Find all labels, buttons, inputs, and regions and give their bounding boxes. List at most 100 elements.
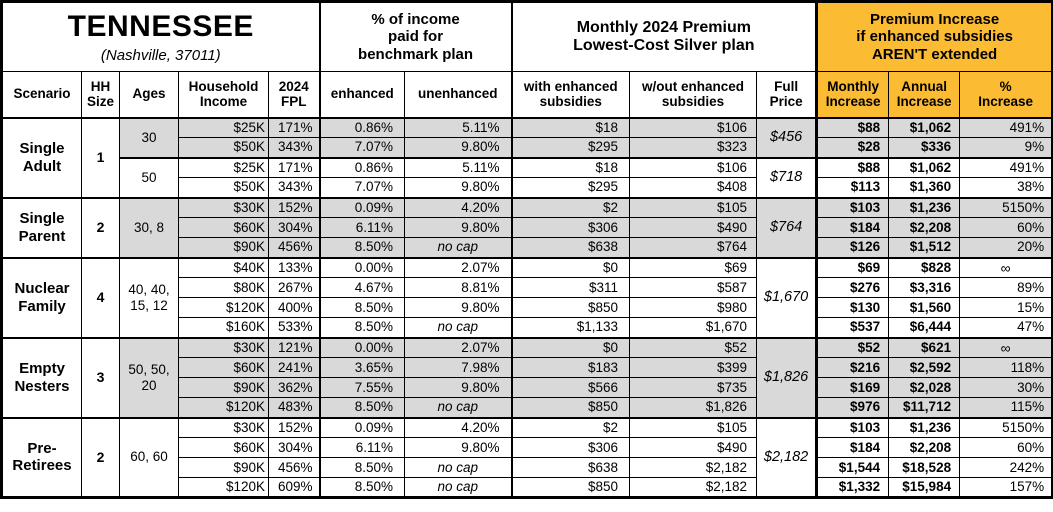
full-price-cell: $1,670 <box>756 256 818 338</box>
unenhanced-pct-cell: no cap <box>404 457 513 478</box>
premium-with-subsidies-cell: $566 <box>510 377 631 398</box>
monthly-increase-cell: $1,332 <box>815 477 890 498</box>
scenario-cell: Single Adult <box>1 116 82 198</box>
pct-increase-cell: 38% <box>959 177 1053 198</box>
premium-without-subsidies-cell: $105 <box>629 196 758 218</box>
monthly-increase-cell: $184 <box>815 217 890 238</box>
hh-size-cell: 4 <box>81 256 120 338</box>
col-header-ages: Ages <box>119 71 179 118</box>
pct-increase-cell: 242% <box>959 457 1053 478</box>
premium-without-subsidies-cell: $980 <box>629 297 758 318</box>
premium-without-subsidies-cell: $1,826 <box>629 397 758 418</box>
pct-increase-cell: 20% <box>959 237 1053 258</box>
unenhanced-pct-cell: 7.98% <box>404 357 513 378</box>
premium-without-subsidies-cell: $2,182 <box>629 457 758 478</box>
premium-without-subsidies-cell: $323 <box>629 137 758 158</box>
unenhanced-pct-cell: 9.80% <box>404 217 513 238</box>
col-header-income: Household Income <box>178 71 269 118</box>
income-cell: $40K <box>178 256 269 278</box>
annual-increase-cell: $11,712 <box>888 397 961 418</box>
fpl-cell: 152% <box>267 416 321 438</box>
premium-with-subsidies-cell: $18 <box>510 156 631 178</box>
monthly-increase-cell: $537 <box>815 317 890 338</box>
fpl-cell: 241% <box>267 357 321 378</box>
scenario-cell: Pre-Retirees <box>1 416 82 498</box>
premium-table: TENNESSEE (Nashville, 37011) % of income… <box>0 0 1053 499</box>
premium-with-subsidies-cell: $638 <box>510 457 631 478</box>
unenhanced-pct-cell: 9.80% <box>404 437 513 458</box>
income-cell: $120K <box>178 397 269 418</box>
income-cell: $60K <box>178 437 269 458</box>
monthly-increase-cell: $52 <box>815 336 890 358</box>
income-cell: $90K <box>178 457 269 478</box>
enhanced-pct-cell: 6.11% <box>318 437 406 458</box>
col-header-pct-increase: % Increase <box>959 71 1053 118</box>
col-header-scenario: Scenario <box>1 71 82 118</box>
scenario-cell: Nuclear Family <box>1 256 82 338</box>
fpl-cell: 304% <box>267 217 321 238</box>
enhanced-pct-cell: 8.50% <box>318 317 406 338</box>
pct-increase-cell: 9% <box>959 137 1053 158</box>
unenhanced-pct-cell: no cap <box>404 237 513 258</box>
pct-increase-cell: 115% <box>959 397 1053 418</box>
full-price-cell: $1,826 <box>756 336 818 418</box>
unenhanced-pct-cell: 8.81% <box>404 277 513 298</box>
pct-increase-cell: 157% <box>959 477 1053 498</box>
fpl-cell: 456% <box>267 237 321 258</box>
location-subtitle: (Nashville, 37011) <box>100 46 221 64</box>
enhanced-pct-cell: 0.86% <box>318 156 406 178</box>
premium-with-subsidies-cell: $850 <box>510 477 631 498</box>
premium-without-subsidies-cell: $1,670 <box>629 317 758 338</box>
premium-without-subsidies-cell: $52 <box>629 336 758 358</box>
premium-without-subsidies-cell: $408 <box>629 177 758 198</box>
income-cell: $25K <box>178 116 269 138</box>
monthly-increase-cell: $1,544 <box>815 457 890 478</box>
annual-increase-cell: $18,528 <box>888 457 961 478</box>
full-price-cell: $2,182 <box>756 416 818 498</box>
fpl-cell: 400% <box>267 297 321 318</box>
monthly-increase-cell: $113 <box>815 177 890 198</box>
income-cell: $120K <box>178 477 269 498</box>
pct-increase-cell: 47% <box>959 317 1053 338</box>
fpl-cell: 456% <box>267 457 321 478</box>
scenario-cell: Empty Nesters <box>1 336 82 418</box>
col-header-full-price: Full Price <box>756 71 818 118</box>
monthly-increase-cell: $276 <box>815 277 890 298</box>
fpl-cell: 171% <box>267 116 321 138</box>
monthly-increase-cell: $126 <box>815 237 890 258</box>
fpl-cell: 483% <box>267 397 321 418</box>
fpl-cell: 152% <box>267 196 321 218</box>
fpl-cell: 171% <box>267 156 321 178</box>
unenhanced-pct-cell: 5.11% <box>404 116 513 138</box>
premium-without-subsidies-cell: $106 <box>629 156 758 178</box>
premium-without-subsidies-cell: $105 <box>629 416 758 438</box>
ages-cell: 40, 40, 15, 12 <box>119 256 179 338</box>
state-title: TENNESSEE <box>67 10 254 44</box>
pct-increase-cell: 491% <box>959 116 1053 138</box>
pct-increase-cell: 15% <box>959 297 1053 318</box>
income-cell: $50K <box>178 137 269 158</box>
annual-increase-cell: $1,236 <box>888 416 961 438</box>
annual-increase-cell: $2,592 <box>888 357 961 378</box>
hh-size-cell: 3 <box>81 336 120 418</box>
unenhanced-pct-cell: 4.20% <box>404 196 513 218</box>
premium-without-subsidies-cell: $2,182 <box>629 477 758 498</box>
monthly-increase-cell: $88 <box>815 116 890 138</box>
premium-without-subsidies-cell: $764 <box>629 237 758 258</box>
full-price-cell: $456 <box>756 116 818 158</box>
col-header-without-subsidies: w/out enhanced subsidies <box>629 71 758 118</box>
fpl-cell: 533% <box>267 317 321 338</box>
enhanced-pct-cell: 0.00% <box>318 256 406 278</box>
premium-with-subsidies-cell: $850 <box>510 297 631 318</box>
fpl-cell: 267% <box>267 277 321 298</box>
monthly-increase-cell: $103 <box>815 416 890 438</box>
title-block: TENNESSEE (Nashville, 37011) <box>0 1 321 72</box>
annual-increase-cell: $336 <box>888 137 961 158</box>
enhanced-pct-cell: 6.11% <box>318 217 406 238</box>
income-cell: $25K <box>178 156 269 178</box>
annual-increase-cell: $3,316 <box>888 277 961 298</box>
annual-increase-cell: $2,028 <box>888 377 961 398</box>
fpl-cell: 343% <box>267 137 321 158</box>
hh-size-cell: 2 <box>81 416 120 498</box>
annual-increase-cell: $1,560 <box>888 297 961 318</box>
